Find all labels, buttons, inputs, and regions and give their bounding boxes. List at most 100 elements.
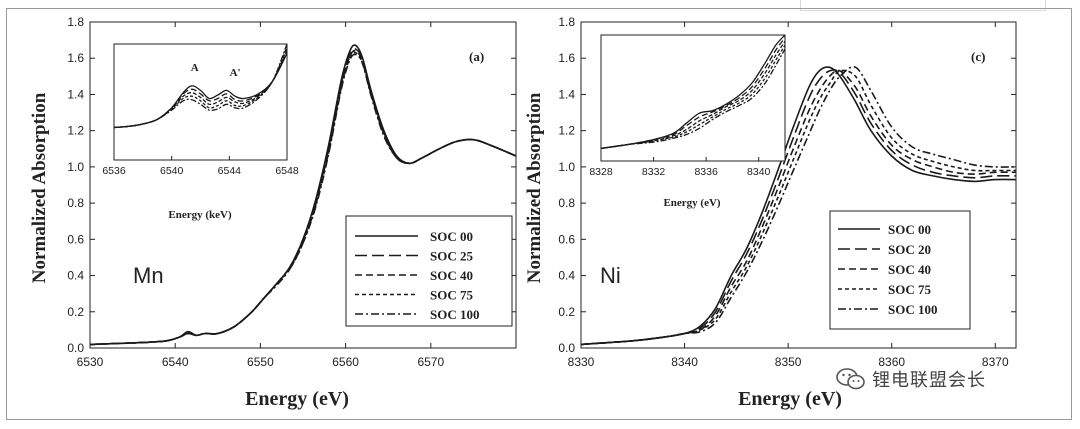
series-line-ni-2 (580, 69, 1017, 346)
x-ticks-ni: 8330 8340 8350 8360 8370 (568, 22, 1009, 369)
x-tick-label-mn: 6560 (332, 355, 359, 369)
watermark: 锂电联盟会长 (836, 366, 986, 392)
legend-label-ni-3: SOC 75 (888, 282, 931, 297)
inset-x-ticks-mn: 6536 6540 6544 6548 (102, 156, 299, 177)
series-line-ni-1 (580, 69, 1017, 346)
legend-box-ni (829, 210, 971, 330)
element-label-mn: Mn (133, 263, 164, 288)
inset-x-tick-label-ni: 8336 (694, 166, 718, 178)
panel-ni: 0.00.20.40.60.81.01.21.41.61.8 8330 8340 8… (524, 15, 1017, 410)
y-tick-label-ni: 1.4 (558, 87, 575, 101)
x-tick-label-ni: 8350 (775, 355, 802, 369)
panel-mn: 0.00.20.40.60.81.01.21.41.61.8 6530 6540 6… (29, 15, 517, 410)
inset-series-line-ni-0 (601, 35, 785, 150)
y-tick-label-ni: 1.0 (558, 160, 575, 174)
series-line-ni-0 (580, 66, 1017, 346)
y-axis-label-ni: Normalized Absorption (524, 92, 545, 283)
inset-annotation-mn-0: A (191, 62, 199, 74)
inset-annotations-mn: A A' (191, 62, 241, 79)
legend-items-ni: SOC 00 SOC 20 SOC 40 SOC 75 SOC 100 (838, 222, 937, 317)
legend-label-ni-0: SOC 00 (888, 222, 931, 237)
inset-x-tick-label-mn: 6544 (218, 165, 242, 177)
x-tick-label-ni: 8360 (878, 355, 905, 369)
y-tick-label-ni: 1.8 (558, 15, 575, 29)
y-tick-label-mn: 1.8 (67, 15, 84, 29)
watermark-text: 锂电联盟会长 (872, 370, 986, 391)
inset-ni: 8328 8332 8336 8340 Energy (eV) (589, 34, 786, 209)
x-ticks-mn: 6530 6540 6550 6560 6570 (77, 22, 444, 369)
y-tick-label-ni: 1.6 (558, 51, 575, 65)
inset-x-label-mn: Energy (keV) (168, 209, 232, 221)
series-line-mn-4 (89, 53, 517, 346)
y-tick-label-mn: 1.6 (67, 51, 84, 65)
y-tick-label-mn: 1.2 (67, 124, 84, 138)
inset-series-line-mn-4 (114, 44, 287, 129)
legend-label-mn-4: SOC 100 (430, 307, 479, 322)
x-axis-label-mn: Energy (eV) (245, 388, 349, 410)
inset-series-mn (114, 44, 287, 129)
inset-frame-mn (113, 43, 288, 161)
legend-label-mn-0: SOC 00 (430, 229, 473, 244)
series-layer-mn (89, 44, 517, 346)
y-tick-label-mn: 0.4 (67, 269, 84, 283)
inset-series-ni (601, 35, 785, 150)
inset-x-tick-label-mn: 6540 (160, 165, 184, 177)
inset-frame-ni (600, 34, 786, 162)
panel-label-mn: (a) (469, 49, 484, 64)
inset-series-line-ni-2 (601, 40, 785, 150)
inset-x-tick-label-mn: 6548 (275, 165, 299, 177)
y-ticks-mn: 0.0 0.2 0.4 0.6 0.8 1.0 1.2 1.4 1.6 1.8 (67, 15, 516, 355)
inset-series-line-ni-1 (601, 37, 785, 150)
legend-label-ni-1: SOC 20 (888, 242, 931, 257)
x-tick-label-mn: 6570 (417, 355, 444, 369)
x-tick-label-mn: 6530 (77, 355, 104, 369)
inset-x-label-ni: Energy (eV) (663, 197, 720, 209)
legend-label-ni-2: SOC 40 (888, 262, 931, 277)
y-ticks-ni: 0.0 0.2 0.4 0.6 0.8 1.0 1.2 1.4 1.6 1.8 (558, 15, 1016, 355)
panel-label-ni: (c) (971, 49, 985, 64)
y-tick-label-ni: 1.2 (558, 124, 575, 138)
legend-label-mn-2: SOC 40 (430, 268, 473, 283)
legend-ni: SOC 00 SOC 20 SOC 40 SOC 75 SOC 100 (829, 210, 971, 330)
x-tick-label-ni: 8370 (982, 355, 1009, 369)
plot-frame-ni (580, 21, 1017, 349)
legend-label-mn-1: SOC 25 (430, 249, 473, 264)
inset-annotation-mn-1: A' (230, 67, 241, 79)
y-tick-label-mn: 0.8 (67, 196, 84, 210)
y-tick-label-ni: 0.8 (558, 196, 575, 210)
inset-x-tick-label-ni: 8332 (642, 166, 666, 178)
series-line-ni-4 (580, 66, 1017, 346)
inset-x-ticks-ni: 8328 8332 8336 8340 (589, 157, 771, 178)
y-tick-label-mn: 0.0 (67, 341, 84, 355)
series-layer-ni (580, 66, 1017, 346)
y-tick-label-ni: 0.6 (558, 232, 575, 246)
legend-box-mn (345, 215, 513, 327)
y-tick-label-mn: 0.6 (67, 232, 84, 246)
x-tick-label-ni: 8340 (671, 355, 698, 369)
figure-frame (6, 8, 1072, 420)
y-tick-label-mn: 1.0 (67, 160, 84, 174)
inset-x-tick-label-mn: 6536 (102, 165, 126, 177)
legend-mn: SOC 00 SOC 25 SOC 40 SOC 75 SOC 100 (345, 215, 513, 327)
plot-frame-mn (89, 21, 517, 349)
element-label-ni: Ni (600, 263, 621, 288)
x-axis-label-ni: Energy (eV) (738, 388, 842, 410)
legend-label-mn-3: SOC 75 (430, 288, 473, 303)
inset-x-tick-label-ni: 8328 (589, 166, 613, 178)
top-box (800, 0, 1046, 11)
inset-x-tick-label-ni: 8340 (747, 166, 771, 178)
legend-items-mn: SOC 00 SOC 25 SOC 40 SOC 75 SOC 100 (355, 229, 479, 322)
x-tick-label-ni: 8330 (568, 355, 595, 369)
y-tick-label-mn: 0.2 (67, 305, 84, 319)
x-tick-label-mn: 6550 (247, 355, 274, 369)
series-line-ni-3 (580, 69, 1016, 346)
y-tick-label-ni: 0.4 (558, 269, 575, 283)
wechat-icon (836, 368, 865, 390)
y-axis-label-mn: Normalized Absorption (29, 92, 50, 283)
inset-series-line-ni-4 (601, 48, 785, 150)
legend-label-ni-4: SOC 100 (888, 302, 937, 317)
y-tick-label-mn: 1.4 (67, 87, 84, 101)
inset-series-line-ni-3 (601, 44, 785, 150)
